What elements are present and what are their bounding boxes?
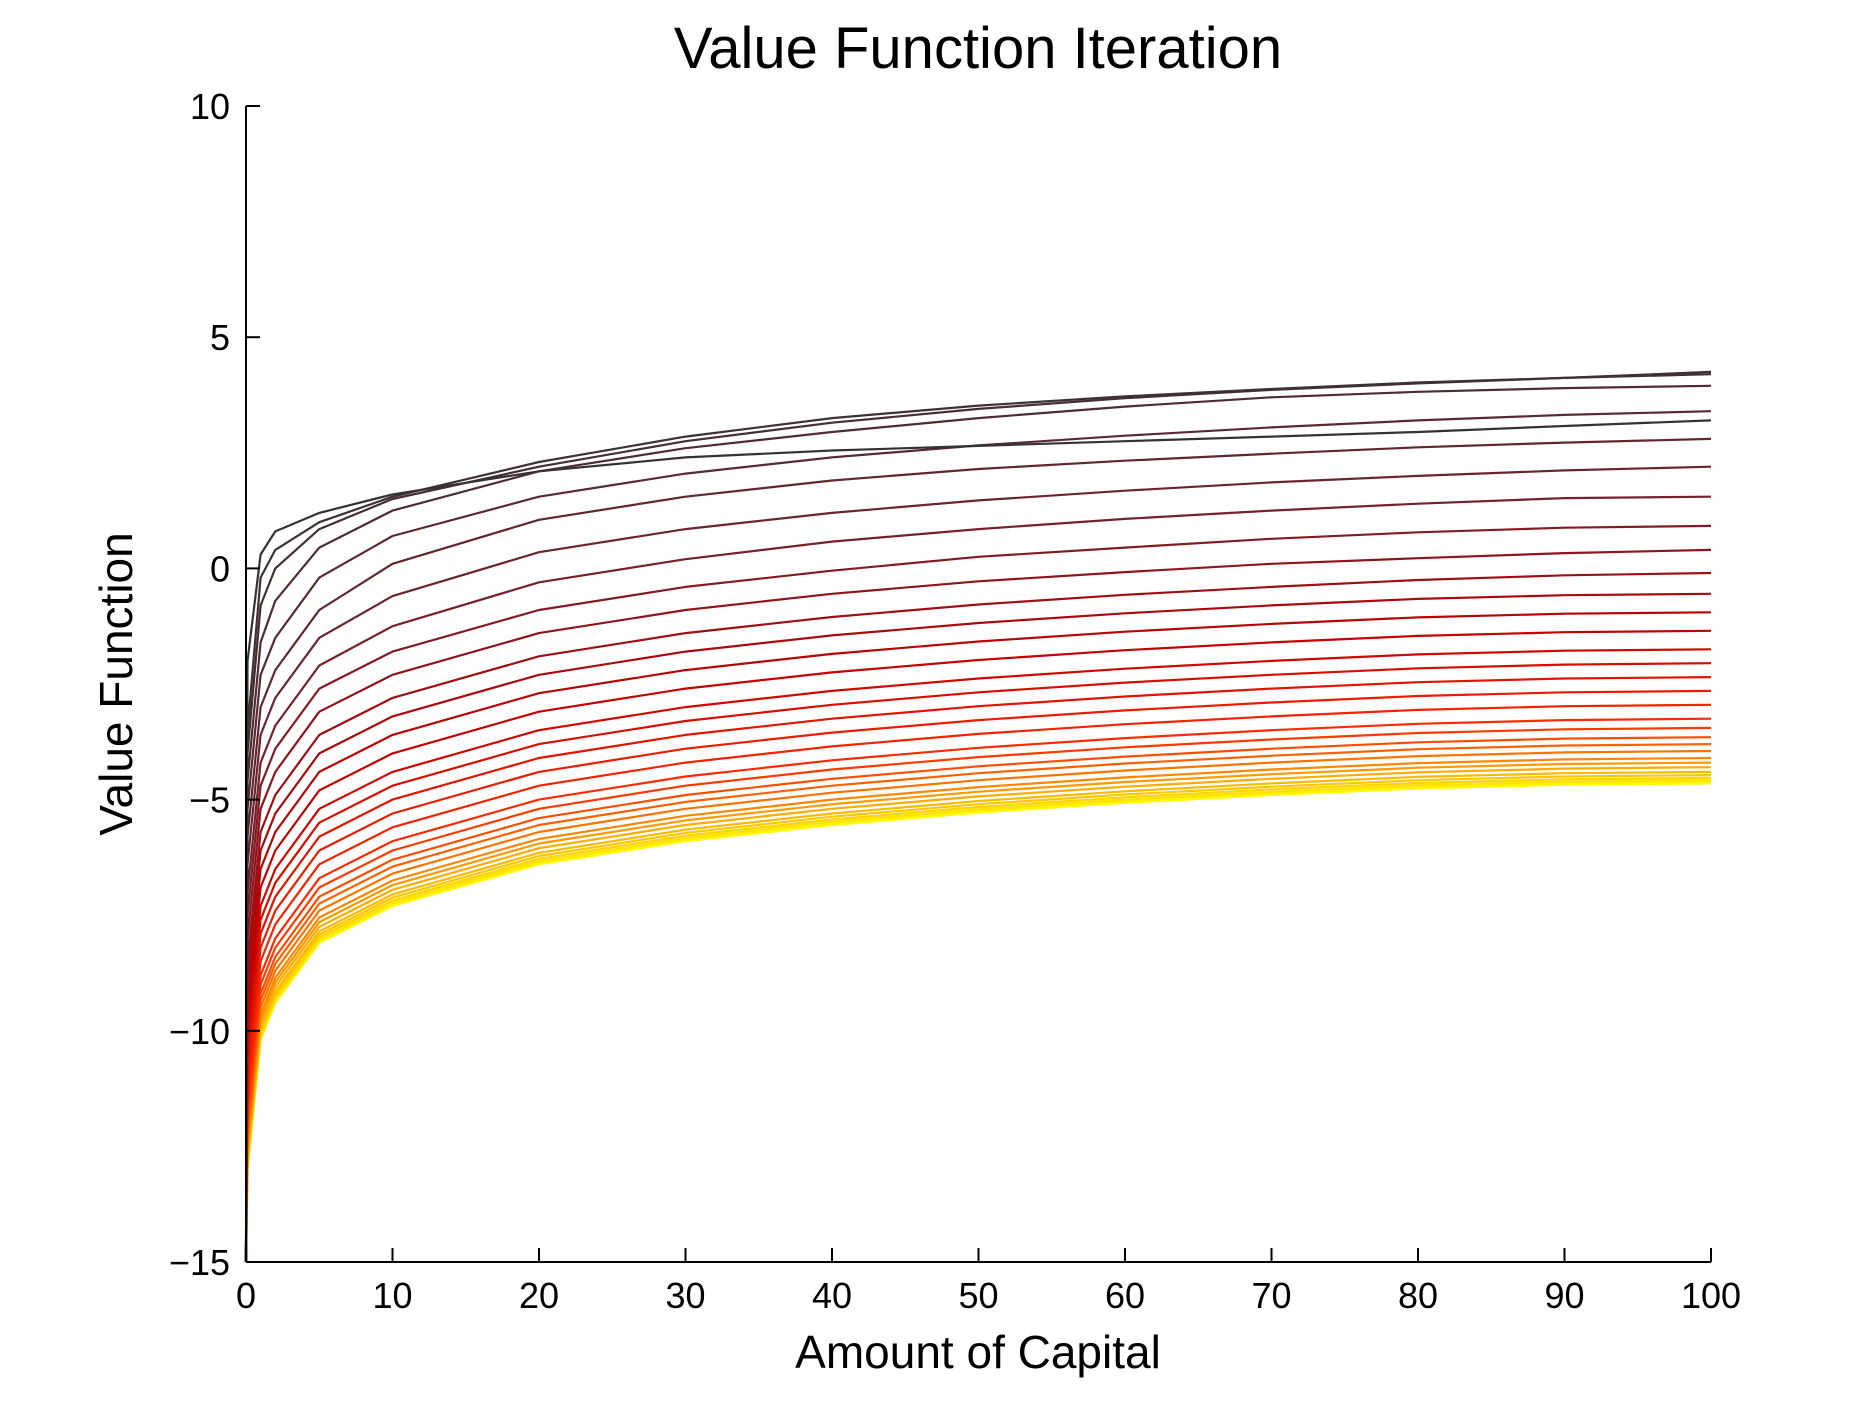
series-line-24: [244, 749, 1712, 1263]
series-line-29: [244, 774, 1712, 1263]
x-tick-label: 50: [958, 1275, 998, 1316]
series-line-12: [244, 592, 1712, 1263]
x-tick-label: 0: [236, 1275, 256, 1316]
y-tick-label: −5: [189, 780, 230, 821]
y-tick-label: −15: [169, 1242, 230, 1283]
x-tick-label: 40: [812, 1275, 852, 1316]
y-tick-label: 5: [210, 317, 230, 358]
series-line-6: [244, 437, 1712, 1263]
y-tick-label: 10: [190, 86, 230, 127]
plot-area: 0 10 20 30 40 50 60 70 80 90 100 −15 −10 −5 0 5 10: [169, 86, 1741, 1316]
series-line-15: [244, 648, 1712, 1263]
x-tick-label: 80: [1398, 1275, 1438, 1316]
series-line-33: [244, 782, 1712, 1263]
series-line-19: [244, 703, 1712, 1263]
series-line-3: [244, 370, 1712, 1263]
x-axis-label: Amount of Capital: [795, 1326, 1161, 1378]
series-line-26: [244, 761, 1712, 1263]
series-line-11: [244, 571, 1712, 1263]
series-line-4: [244, 384, 1712, 1263]
series-line-13: [244, 611, 1712, 1263]
series-line-5: [244, 410, 1712, 1263]
y-tick-label: 0: [210, 548, 230, 589]
x-ticks: 0 10 20 30 40 50 60 70 80 90 100: [236, 1248, 1741, 1316]
x-tick-label: 10: [372, 1275, 412, 1316]
x-tick-label: 30: [665, 1275, 705, 1316]
x-tick-label: 60: [1105, 1275, 1145, 1316]
series-line-16: [244, 662, 1712, 1263]
series-line-17: [244, 676, 1712, 1263]
series-line-14: [244, 629, 1712, 1263]
series-line-25: [244, 756, 1712, 1263]
series-line-27: [244, 766, 1712, 1263]
series-layer: [244, 370, 1712, 1263]
y-tick-label: −10: [169, 1011, 230, 1052]
series-line-28: [244, 770, 1712, 1263]
series-line-10: [244, 548, 1712, 1263]
series-line-22: [244, 736, 1712, 1263]
series-line-23: [244, 743, 1712, 1263]
series-line-1: [244, 419, 1712, 1263]
series-line-20: [244, 717, 1712, 1263]
x-tick-label: 90: [1544, 1275, 1584, 1316]
series-line-9: [244, 524, 1712, 1263]
y-ticks: −15 −10 −5 0 5 10: [169, 86, 260, 1283]
series-line-8: [244, 495, 1712, 1263]
x-tick-label: 20: [519, 1275, 559, 1316]
x-tick-label: 70: [1251, 1275, 1291, 1316]
series-line-21: [244, 726, 1712, 1263]
series-line-18: [244, 689, 1712, 1263]
x-tick-label: 100: [1681, 1275, 1741, 1316]
y-axis-label: Value Function: [90, 532, 142, 835]
series-line-2: [244, 373, 1712, 1263]
series-line-32: [244, 780, 1712, 1263]
series-line-30: [244, 776, 1712, 1263]
chart-title: Value Function Iteration: [674, 16, 1282, 81]
series-line-7: [244, 465, 1712, 1263]
